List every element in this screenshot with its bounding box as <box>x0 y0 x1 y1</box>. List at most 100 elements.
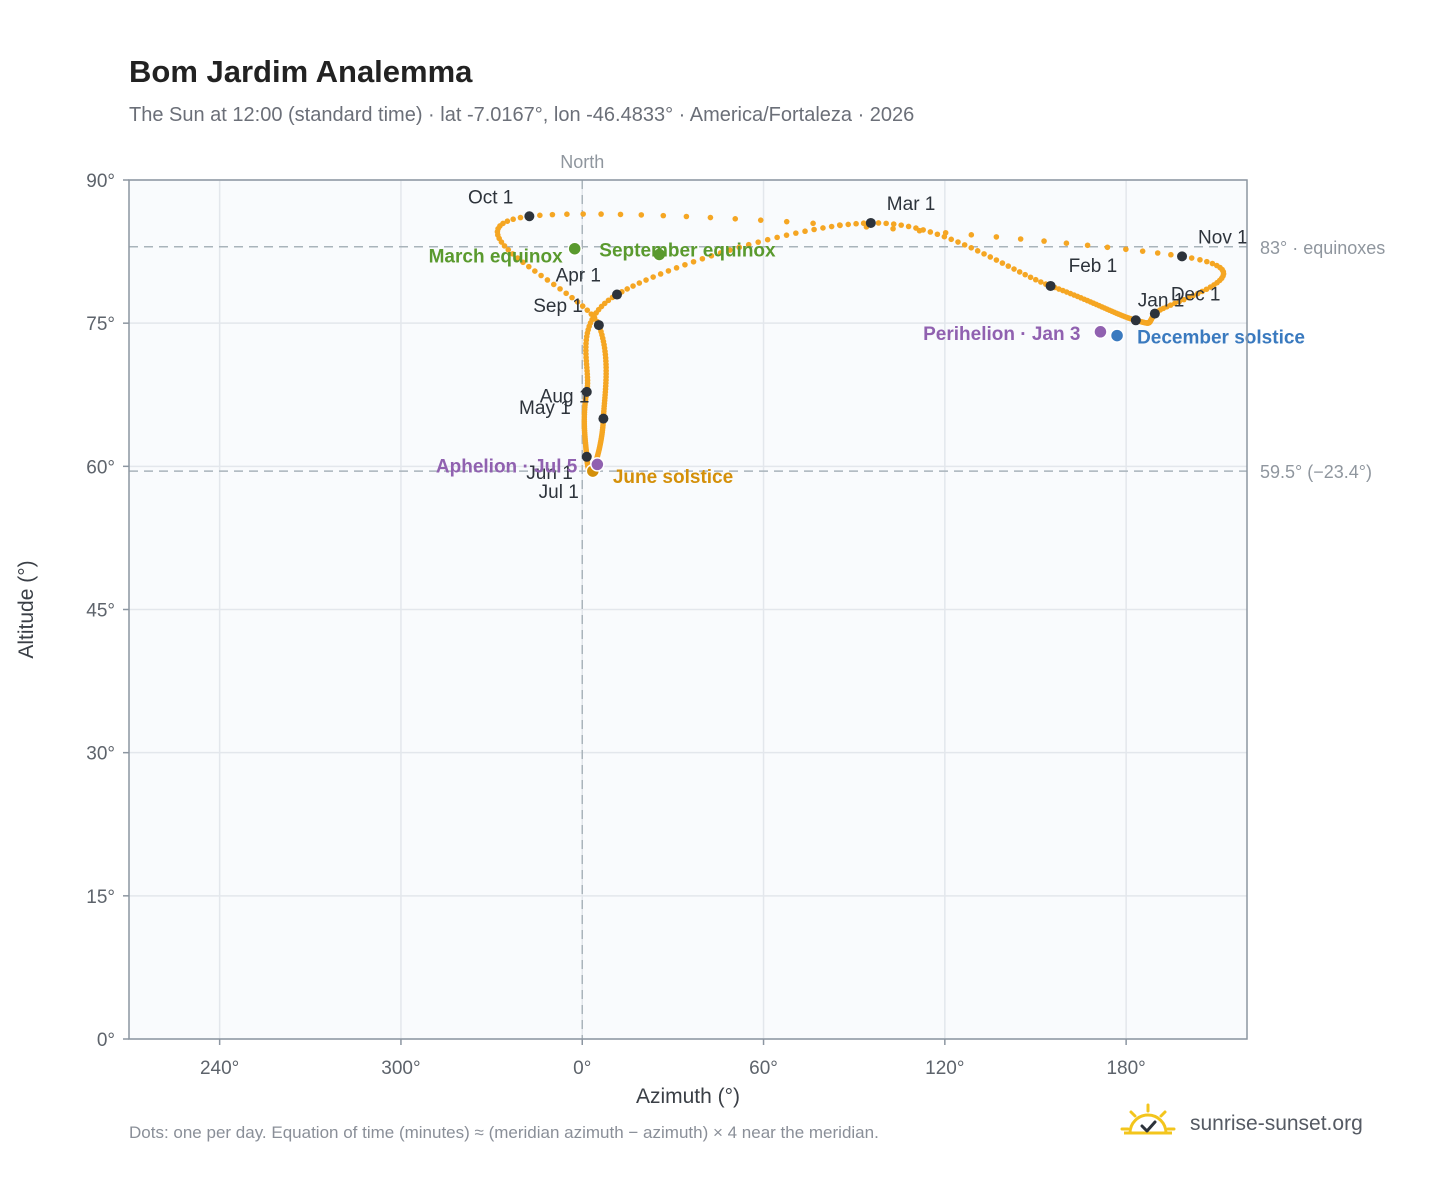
day-dot-66 <box>811 226 817 233</box>
x-axis-title: Azimuth (°) <box>636 1085 740 1108</box>
day-dot-253 <box>550 281 557 288</box>
day-dot-51 <box>927 229 934 235</box>
event-dot-4 <box>1093 324 1108 340</box>
event-dot-3 <box>1109 328 1125 343</box>
month-label-11: Dec 1 <box>1171 285 1221 306</box>
y-tick-label-1: 15° <box>86 887 115 908</box>
day-dot-245 <box>591 315 598 321</box>
month-label-5: Jun 1 <box>526 463 572 484</box>
day-dot-56 <box>890 221 897 227</box>
month-dot-3 <box>611 289 622 300</box>
day-dot-55 <box>898 222 905 228</box>
month-label-1: Feb 1 <box>1069 256 1118 277</box>
event-label-4: Perihelion · Jan 3 <box>923 324 1080 345</box>
north-meridian: North <box>560 152 604 1039</box>
day-dot-256 <box>532 268 538 274</box>
day-dot-45 <box>968 245 975 251</box>
month-label-3: Apr 1 <box>556 266 601 287</box>
day-dot-35 <box>1027 274 1034 281</box>
day-dot-275 <box>549 211 556 218</box>
day-dot-270 <box>504 218 511 224</box>
day-dot-80 <box>682 261 688 268</box>
footnote: Dots: one per day. Equation of time (min… <box>129 1123 879 1142</box>
day-dot-261 <box>505 247 512 253</box>
day-dot-61 <box>853 220 859 227</box>
day-dot-250 <box>569 294 575 301</box>
month-dot-5 <box>581 451 592 462</box>
day-dot-78 <box>699 255 706 262</box>
day-dot-37 <box>1016 269 1023 275</box>
day-dot-294 <box>993 234 1000 240</box>
day-dot-324 <box>1185 294 1192 301</box>
day-dot-293 <box>968 232 975 238</box>
day-dot-47 <box>955 239 961 245</box>
day-dot-34 <box>1032 276 1039 283</box>
day-dot-303 <box>1168 251 1174 258</box>
day-dot-326 <box>1176 298 1183 305</box>
x-tick-label-1: 300° <box>381 1058 420 1079</box>
day-dot-305 <box>1188 255 1195 261</box>
day-dot-285 <box>757 217 764 223</box>
day-dot-41 <box>993 257 1000 263</box>
day-dot-262 <box>501 243 508 249</box>
event-dot-0 <box>567 241 582 256</box>
day-dot-298 <box>1084 242 1091 249</box>
day-dot-42 <box>987 254 994 260</box>
day-dot-284 <box>732 215 739 222</box>
month-label-8: Sep 1 <box>533 296 583 317</box>
day-dot-282 <box>683 213 690 220</box>
day-dot-46 <box>961 242 968 248</box>
day-dot-300 <box>1123 246 1129 253</box>
day-dot-65 <box>820 225 826 231</box>
axes: 240° 300° 0° 60° 120° 180° 0° 15° 30° 45° 60° 75° 90… <box>15 171 1146 1108</box>
day-dot-36 <box>1022 271 1028 278</box>
day-dot-278 <box>598 211 604 217</box>
event-label-5: Aphelion · Jul 5 <box>436 456 578 477</box>
day-dot-279 <box>617 211 624 218</box>
day-dot-40 <box>999 260 1006 266</box>
day-dot-325 <box>1181 296 1187 303</box>
day-dot-247 <box>584 307 591 313</box>
day-dot-259 <box>514 255 521 261</box>
y-tick-label-0: 0° <box>97 1030 115 1051</box>
chart-subtitle: The Sun at 12:00 (standard time) · lat -… <box>129 104 915 126</box>
day-dot-274 <box>537 212 543 219</box>
reference-lines: 83° · equinoxes 59.5° (−23.4°) <box>129 238 1385 482</box>
month-dot-2 <box>865 217 876 228</box>
day-dot-283 <box>707 214 714 221</box>
brand-logo[interactable]: sunrise-sunset.org <box>1120 1100 1390 1148</box>
sun-logo-icon <box>1120 1103 1176 1135</box>
day-dot-57 <box>883 220 889 227</box>
day-dot-62 <box>845 221 852 228</box>
month-dot-0 <box>1130 315 1141 326</box>
reference-label-0: 83° · equinoxes <box>1260 238 1385 258</box>
x-tick-label-5: 180° <box>1106 1058 1145 1079</box>
day-dot-246 <box>588 311 595 317</box>
day-dot-76 <box>717 250 724 256</box>
day-dot-77 <box>708 253 715 259</box>
day-dot-38 <box>1011 266 1017 272</box>
day-dot-291 <box>916 227 923 234</box>
month-label-2: Mar 1 <box>887 194 936 215</box>
day-dot-74 <box>736 244 743 251</box>
day-dot-39 <box>1005 263 1012 269</box>
day-dot-251 <box>563 290 569 297</box>
month-label-9: Oct 1 <box>468 187 513 208</box>
day-dot-249 <box>574 299 581 305</box>
day-dot-82 <box>665 268 672 274</box>
reference-label-1: 59.5° (−23.4°) <box>1260 462 1372 482</box>
event-label-0: March equinox <box>429 247 564 268</box>
month-dot-1 <box>1045 280 1056 291</box>
day-dot-33 <box>1038 279 1044 285</box>
event-label-1: September equinox <box>599 240 776 261</box>
day-dot-72 <box>755 239 761 245</box>
x-tick-label-2: 0° <box>573 1058 591 1079</box>
day-dot-68 <box>793 230 799 236</box>
day-dot-269 <box>500 220 506 227</box>
day-dot-84 <box>650 274 656 280</box>
day-dot-50 <box>934 231 941 238</box>
day-dot-67 <box>802 228 808 235</box>
day-dot-301 <box>1139 248 1146 254</box>
day-dot-257 <box>526 263 532 270</box>
